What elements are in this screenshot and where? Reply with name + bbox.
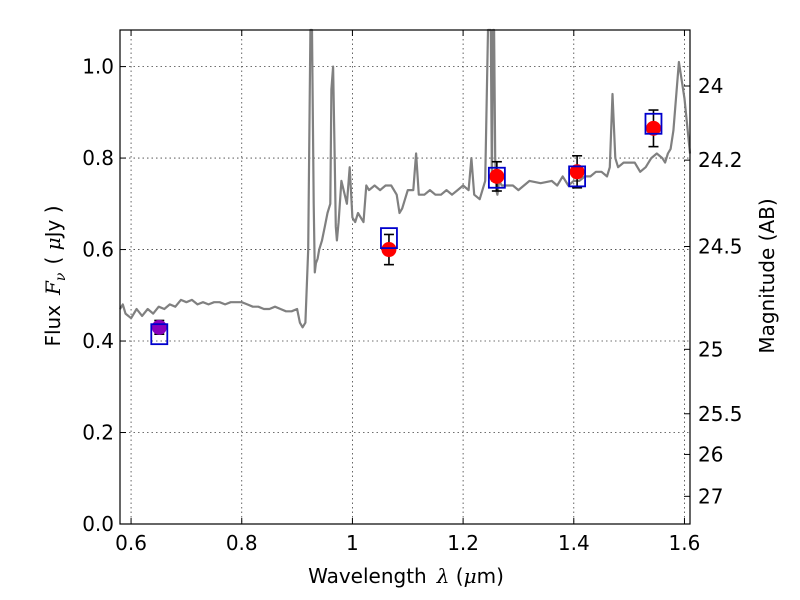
y2-tick-label: 24.2 [698,148,743,172]
x-tick-label: 1.4 [558,531,590,555]
observed-point [569,164,585,180]
y-axis-ticks: 0.0 0.2 0.4 0.6 0.8 1.0 [82,55,126,536]
grid-lines [120,30,690,525]
model-band-square [644,112,663,135]
y2-axis-ticks: 24 24.2 24.5 25 25.5 26 27 [684,74,743,508]
y2-tick-label: 25 [698,337,723,361]
x-axis-label: Wavelength λ (μm) [308,564,504,588]
y2-tick-label: 26 [698,442,723,466]
y2-tick-label: 27 [698,484,723,508]
model-band-square [150,323,169,346]
model-band-square [380,227,398,250]
y2-tick-label: 24.5 [698,234,743,258]
x-tick-label: 1.6 [669,531,701,555]
y-tick-label: 0.2 [82,421,114,445]
y2-tick-label: 25.5 [698,402,743,426]
observed-point [489,168,505,184]
errorbar-layer [154,109,659,335]
y-tick-label: 0.6 [82,238,114,262]
y-tick-label: 1.0 [82,55,114,79]
observed-point [381,242,397,258]
x-tick-label: 1 [346,531,359,555]
y-tick-label: 0.0 [82,512,114,536]
x-tick-label: 0.8 [226,531,258,555]
model-band-squares-layer [150,112,663,346]
x-tick-label: 1.2 [447,531,479,555]
y-tick-label: 0.4 [82,329,114,353]
model-band-square [487,166,506,189]
model-band-square [568,165,587,188]
model-spectrum-line [119,28,692,329]
y2-axis-label: Magnitude (AB) [755,198,779,353]
plot-frame [119,29,691,525]
y-tick-label: 0.8 [82,146,114,170]
y-axis-label: FluxFν( μJy ) [41,205,69,346]
observed-point [645,120,661,136]
x-axis-ticks: 0.6 0.8 1 1.2 1.4 1.6 [115,30,700,555]
observed-point [151,319,167,335]
x-tick-label: 0.6 [115,531,147,555]
model-spectrum-layer [119,28,692,329]
y2-tick-label: 24 [698,74,723,98]
